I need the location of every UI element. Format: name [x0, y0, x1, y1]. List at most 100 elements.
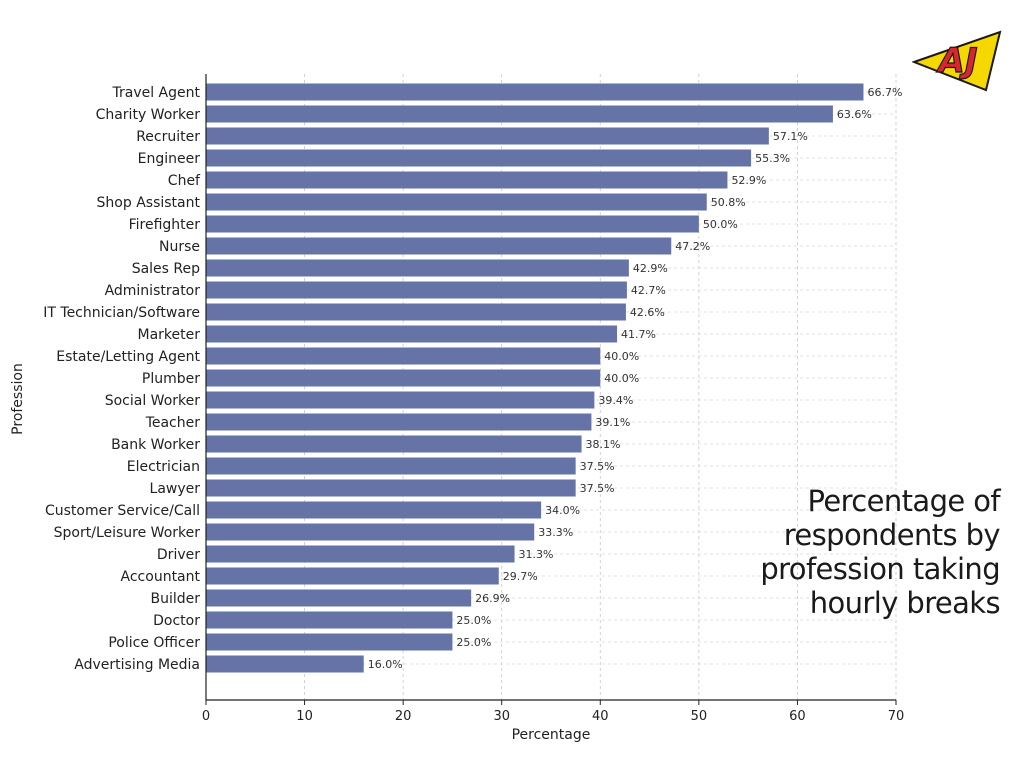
category-label: Electrician [127, 459, 200, 475]
category-label: Plumber [142, 371, 200, 387]
bar [206, 369, 601, 387]
bar [206, 303, 626, 321]
category-label: Bank Worker [111, 437, 200, 453]
category-label: Doctor [153, 613, 200, 629]
data-label: 63.6% [837, 108, 872, 121]
data-label: 57.1% [773, 130, 808, 143]
data-label: 66.7% [867, 86, 902, 99]
bar [206, 325, 618, 343]
category-label: Teacher [145, 415, 201, 431]
data-label: 40.0% [604, 350, 639, 363]
category-label: Recruiter [136, 129, 200, 145]
chart-title-line-1: Percentage of [807, 484, 1000, 518]
data-label: 34.0% [545, 504, 580, 517]
bar [206, 105, 833, 123]
data-label: 29.7% [503, 570, 538, 583]
bar [206, 413, 592, 431]
bar [206, 171, 728, 189]
chart-title-line-4: hourly breaks [809, 586, 1001, 620]
bar [206, 633, 453, 651]
category-label: Travel Agent [111, 85, 200, 101]
x-tick-label: 50 [691, 709, 708, 724]
data-label: 33.3% [538, 526, 573, 539]
data-label: 55.3% [755, 152, 790, 165]
data-label: 37.5% [580, 460, 615, 473]
bar [206, 237, 672, 255]
data-label: 42.6% [630, 306, 665, 319]
category-label: Sport/Leisure Worker [54, 525, 201, 541]
category-labels: Travel Agent Charity Worker Recruiter Engin… [43, 85, 201, 673]
x-tick-label: 60 [789, 709, 806, 724]
logo-triangle [912, 30, 1002, 92]
bar [206, 281, 627, 299]
data-label: 25.0% [456, 614, 491, 627]
category-label: Engineer [138, 151, 201, 167]
axes [205, 74, 896, 701]
category-label: Marketer [138, 327, 201, 343]
data-labels: 66.7% 63.6% 57.1% 55.3% 52.9% 50.8% 50.0% 47.2%… [368, 86, 903, 671]
x-tick-label: 10 [296, 709, 313, 724]
data-label: 26.9% [475, 592, 510, 605]
data-label: 39.4% [598, 394, 633, 407]
category-label: Firefighter [129, 217, 201, 233]
bar [206, 347, 601, 365]
x-tick-label: 0 [202, 709, 210, 724]
data-label: 39.1% [595, 416, 630, 429]
chart-title-line-2: respondents by [783, 518, 1001, 552]
bar [206, 215, 699, 233]
bar [206, 149, 752, 167]
category-label: Administrator [105, 283, 201, 299]
category-label: Sales Rep [132, 261, 200, 277]
bar [206, 655, 364, 673]
bar [206, 611, 453, 629]
bar [206, 457, 576, 475]
category-label: Customer Service/Call [45, 503, 200, 519]
x-tick-label: 40 [592, 709, 609, 724]
category-label: IT Technician/Software [43, 305, 200, 321]
x-axis-title: Percentage [512, 727, 591, 743]
bar [206, 127, 769, 145]
x-tick-label: 30 [493, 709, 510, 724]
aj-logo: AJ [912, 30, 1002, 92]
y-axis-title: Profession [10, 363, 26, 435]
bar [206, 193, 707, 211]
bar [206, 259, 629, 277]
x-tick-label: 70 [888, 709, 905, 724]
data-label: 31.3% [519, 548, 554, 561]
category-label: Accountant [121, 569, 201, 585]
data-label: 16.0% [368, 658, 403, 671]
bar [206, 479, 576, 497]
category-label: Shop Assistant [97, 195, 201, 211]
category-label: Charity Worker [96, 107, 201, 123]
data-label: 41.7% [621, 328, 656, 341]
category-label: Advertising Media [74, 657, 200, 673]
data-label: 25.0% [456, 636, 491, 649]
x-tick-label: 20 [395, 709, 412, 724]
bar [206, 435, 582, 453]
data-label: 40.0% [604, 372, 639, 385]
category-label: Social Worker [105, 393, 201, 409]
bars [206, 83, 864, 673]
bar [206, 391, 595, 409]
bar [206, 589, 472, 607]
data-label: 38.1% [586, 438, 621, 451]
bar [206, 545, 515, 563]
category-label: Police Officer [108, 635, 200, 651]
logo-lettering: AJ [936, 41, 978, 81]
category-label: Nurse [159, 239, 200, 255]
category-label: Estate/Letting Agent [56, 349, 200, 365]
category-label: Driver [157, 547, 200, 563]
chart-title: Percentage of respondents by profession … [730, 484, 1000, 620]
data-label: 47.2% [675, 240, 710, 253]
bar [206, 523, 535, 541]
bar [206, 83, 864, 101]
data-label: 42.9% [633, 262, 668, 275]
data-label: 37.5% [580, 482, 615, 495]
data-label: 50.8% [711, 196, 746, 209]
data-label: 42.7% [631, 284, 666, 297]
x-ticks: 0 10 20 30 40 50 60 70 [202, 700, 904, 724]
chart-title-line-3: profession taking [760, 552, 1000, 586]
category-label: Builder [150, 591, 200, 607]
bar [206, 501, 542, 519]
